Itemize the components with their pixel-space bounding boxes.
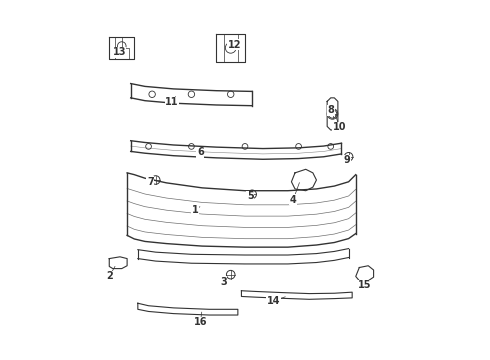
Text: 1: 1 <box>192 205 198 215</box>
Text: 6: 6 <box>197 147 204 157</box>
Text: 8: 8 <box>327 105 334 115</box>
Text: 16: 16 <box>194 317 207 327</box>
Text: 4: 4 <box>290 195 296 204</box>
Text: 3: 3 <box>220 277 227 287</box>
Text: 7: 7 <box>147 177 154 187</box>
Text: 5: 5 <box>247 191 254 201</box>
Text: 9: 9 <box>343 156 350 165</box>
Text: 2: 2 <box>106 271 113 282</box>
Text: 11: 11 <box>165 97 178 107</box>
Text: 14: 14 <box>267 296 280 306</box>
Text: 12: 12 <box>227 40 241 50</box>
Text: 15: 15 <box>358 280 371 291</box>
Text: 13: 13 <box>113 47 126 57</box>
Text: 10: 10 <box>333 122 346 132</box>
